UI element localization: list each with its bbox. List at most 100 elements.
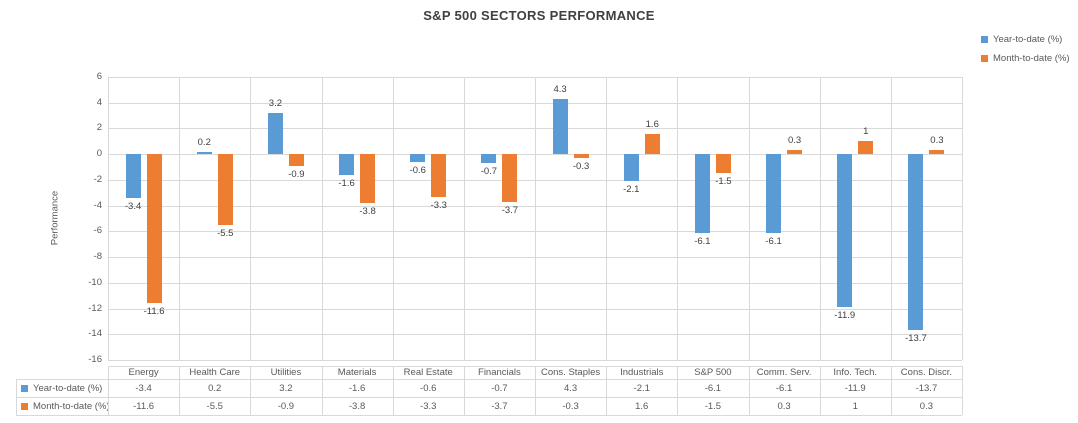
gridline	[748, 77, 750, 360]
table-category-header: S&P 500	[694, 367, 732, 378]
table-cell: -5.5	[206, 400, 223, 412]
table-border	[16, 379, 17, 415]
bar	[431, 154, 447, 197]
table-border	[179, 366, 181, 415]
table-cell: -6.1	[704, 382, 722, 394]
table-category-header: Utilities	[270, 367, 302, 378]
data-label: 3.2	[268, 98, 283, 110]
table-border	[392, 366, 394, 415]
y-tick-label: 6	[96, 71, 102, 82]
bar	[644, 133, 660, 155]
table-cell: -0.7	[491, 382, 508, 394]
table-cell: 0.3	[777, 400, 791, 412]
table-category-header: Industrials	[620, 367, 664, 378]
bar	[787, 150, 803, 155]
table-border	[535, 366, 536, 415]
table-border	[16, 415, 962, 416]
legend-key-icon	[981, 36, 988, 43]
data-label: -11.9	[834, 310, 856, 322]
table-category-header: Financials	[478, 367, 521, 378]
y-tick-label: -8	[93, 251, 102, 263]
table-border	[16, 397, 962, 398]
bar	[858, 141, 874, 155]
legend-key-icon	[981, 55, 988, 62]
table-cell: -1.6	[348, 382, 366, 394]
data-label: -3.3	[430, 199, 447, 211]
data-label: -2.1	[623, 184, 640, 196]
data-label: 1	[863, 126, 869, 138]
table-category-header: Info. Tech.	[833, 367, 878, 378]
table-cell: -2.1	[633, 382, 650, 394]
data-label: -3.8	[359, 206, 376, 218]
data-label: -0.9	[288, 168, 305, 180]
table-cell: -11.9	[844, 382, 866, 394]
table-border	[321, 366, 323, 415]
table-cell: 1.6	[635, 400, 649, 412]
table-cell: -3.8	[348, 400, 366, 412]
table-cell: -0.6	[420, 382, 437, 394]
legend-label: Year-to-date (%)	[993, 34, 1063, 45]
data-label: -0.3	[572, 161, 590, 173]
bar	[502, 154, 518, 202]
table-cell: 4.3	[563, 382, 578, 394]
legend-item: Month-to-date (%)	[981, 53, 1070, 64]
legend-key-icon	[21, 402, 28, 410]
table-category-header: Cons. Staples	[541, 367, 601, 378]
bar	[573, 154, 589, 159]
table-cell: -0.9	[277, 400, 295, 412]
data-label: -5.5	[217, 227, 234, 239]
table-cell: 3.2	[279, 382, 293, 394]
legend-label: Month-to-date (%)	[993, 53, 1070, 64]
table-category-header: Materials	[337, 367, 377, 378]
legend-key-icon	[21, 384, 28, 392]
table-category-header: Health Care	[189, 367, 241, 378]
table-border	[890, 366, 892, 415]
gridline	[535, 77, 536, 360]
y-tick-label: 0	[96, 148, 102, 160]
legend: Year-to-date (%) Month-to-date (%)	[981, 34, 1070, 64]
gridline	[819, 77, 821, 360]
bar	[360, 154, 376, 204]
y-tick-label: -12	[88, 302, 102, 314]
table-cell: -3.7	[491, 400, 508, 412]
bar	[694, 154, 710, 233]
data-label: -6.1	[765, 235, 782, 247]
bar	[766, 154, 782, 233]
table-row-header-label: Year-to-date (%)	[33, 382, 103, 394]
data-label: 1.6	[645, 118, 659, 130]
gridline	[250, 77, 252, 360]
bar	[146, 154, 162, 304]
gridline	[677, 77, 679, 360]
bar	[410, 154, 426, 162]
table-row-header: Year-to-date (%)	[16, 379, 108, 397]
data-label: -0.6	[409, 164, 426, 176]
table-cell: -0.3	[562, 400, 579, 412]
gridline	[108, 360, 962, 361]
data-label: -6.1	[694, 235, 711, 247]
table-border	[819, 366, 821, 415]
data-label: 0.2	[197, 136, 211, 148]
table-cell: -3.3	[420, 400, 437, 412]
table-border	[748, 366, 750, 415]
legend-item: Year-to-date (%)	[981, 34, 1070, 45]
table-cell: -1.5	[704, 400, 722, 412]
table-border	[463, 366, 465, 415]
table-cell: 0.3	[919, 400, 934, 412]
gridline	[606, 77, 608, 360]
y-tick-label: 4	[96, 96, 102, 108]
table-category-header: Real Estate	[403, 367, 453, 378]
gridline	[179, 77, 181, 360]
table-cell: 0.2	[208, 382, 222, 394]
data-label: 0.3	[930, 135, 944, 147]
table-border	[250, 366, 252, 415]
bar	[125, 154, 141, 198]
table-row-header-label: Month-to-date (%)	[33, 400, 108, 412]
bar	[339, 154, 355, 175]
bar	[908, 154, 924, 331]
data-label: -1.5	[715, 176, 732, 188]
gridline	[890, 77, 892, 360]
gridline	[321, 77, 323, 360]
table-cell: -6.1	[775, 382, 793, 394]
bar	[552, 98, 568, 155]
table-border	[677, 366, 679, 415]
